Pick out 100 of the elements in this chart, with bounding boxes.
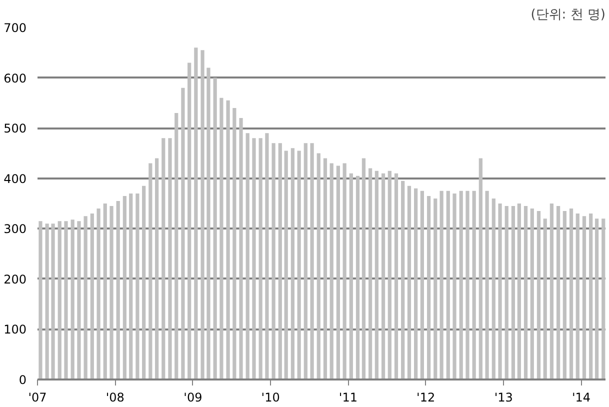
y-tick-label: 600 — [4, 71, 26, 86]
bar — [517, 204, 521, 380]
bar — [420, 190, 424, 380]
bar — [342, 163, 346, 380]
bar — [200, 50, 204, 380]
bar — [38, 221, 42, 380]
bar — [336, 166, 340, 380]
bar — [77, 221, 81, 380]
x-tick-label: '10 — [261, 390, 280, 404]
bar — [51, 224, 55, 380]
y-tick-label: 100 — [4, 322, 26, 337]
bar — [129, 193, 133, 380]
bar — [110, 206, 114, 380]
bar — [70, 220, 74, 380]
bar — [45, 224, 49, 380]
bar — [602, 218, 606, 380]
bar — [252, 138, 256, 380]
bar — [374, 170, 378, 380]
bar — [434, 198, 438, 380]
bar — [136, 193, 140, 380]
x-tick-label: '11 — [338, 390, 358, 404]
bar — [258, 138, 262, 380]
bar — [304, 143, 308, 380]
bar — [330, 163, 334, 380]
bar — [478, 158, 482, 380]
bar — [142, 186, 146, 380]
bar — [116, 200, 120, 380]
bar — [407, 186, 412, 380]
x-tick-label: '09 — [184, 390, 202, 404]
bar — [452, 193, 456, 380]
x-tick-label: '12 — [416, 390, 436, 404]
bar — [246, 133, 250, 380]
y-tick-label: 200 — [4, 272, 26, 286]
bar — [84, 216, 88, 380]
bar — [381, 173, 386, 380]
bar — [232, 108, 236, 380]
bar — [589, 214, 593, 380]
bar — [368, 168, 372, 380]
bar — [122, 196, 126, 380]
bar — [414, 188, 418, 380]
x-tick-label: '13 — [494, 390, 513, 404]
y-tick-label: 300 — [4, 222, 26, 236]
bar — [239, 118, 243, 380]
bar — [472, 190, 476, 380]
bar — [594, 218, 599, 380]
bar — [90, 214, 94, 380]
x-tick-label: '14 — [572, 390, 591, 404]
bar — [426, 196, 431, 380]
bar — [154, 158, 159, 380]
bar — [356, 176, 360, 380]
bar — [550, 204, 554, 380]
bar — [524, 206, 528, 380]
bar — [323, 158, 328, 380]
bar — [536, 211, 541, 380]
bar — [103, 204, 107, 380]
bar — [485, 190, 489, 380]
bar — [530, 208, 534, 380]
bar — [168, 138, 172, 380]
bar — [349, 173, 353, 380]
bar — [64, 221, 68, 380]
bar — [362, 158, 366, 380]
bar — [569, 208, 574, 380]
bar — [96, 208, 100, 380]
bar — [511, 206, 516, 380]
bar — [174, 112, 178, 380]
bar — [278, 143, 282, 380]
bar — [394, 173, 398, 380]
bar — [388, 170, 392, 380]
bar — [576, 214, 580, 380]
bar — [316, 153, 320, 380]
bar — [297, 150, 301, 380]
bar — [562, 211, 566, 380]
x-tick-label: '08 — [106, 390, 124, 404]
bar — [213, 78, 217, 380]
bar — [181, 88, 185, 380]
bar — [272, 143, 276, 380]
bar — [284, 150, 288, 380]
bar — [188, 62, 192, 380]
bar — [148, 163, 152, 380]
bar — [440, 190, 444, 380]
y-tick-label: 500 — [4, 122, 26, 136]
y-tick-label: 400 — [4, 172, 26, 186]
bar — [194, 48, 198, 380]
text: (단위: 천 명) — [530, 8, 606, 22]
y-tick-label: 700 — [4, 21, 26, 35]
bar — [504, 206, 508, 380]
bar — [310, 143, 314, 380]
bar — [58, 221, 62, 380]
bar — [492, 198, 496, 380]
bar — [543, 218, 547, 380]
bar — [446, 190, 450, 380]
bar — [556, 206, 560, 380]
bar — [162, 138, 166, 380]
bar — [220, 98, 224, 380]
y-tick-label: 0 — [18, 373, 27, 387]
bar — [582, 216, 586, 380]
bar — [226, 100, 230, 380]
x-tick-label: '07 — [28, 390, 47, 404]
bar — [401, 180, 405, 380]
bar — [290, 148, 294, 380]
